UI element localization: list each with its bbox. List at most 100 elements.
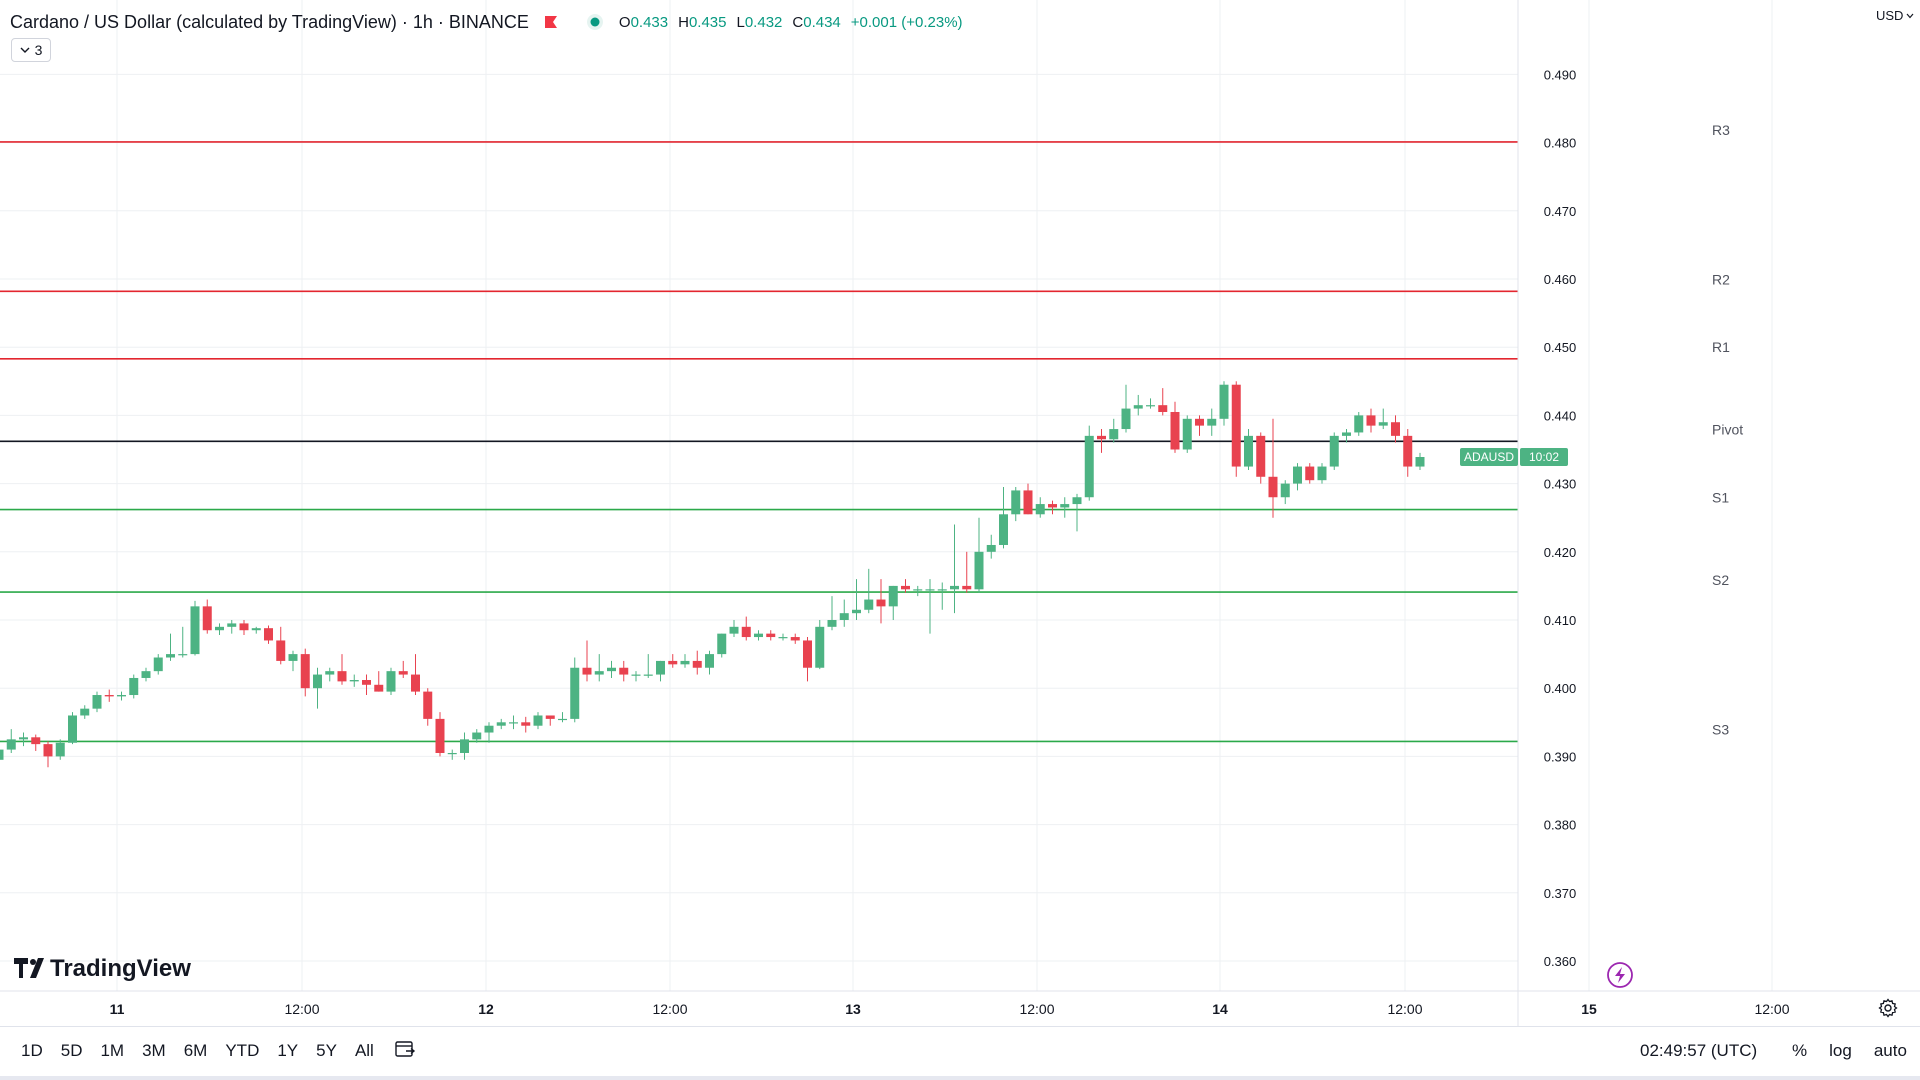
candle [1060,497,1070,518]
close-label: C [792,13,804,31]
candle [766,630,776,641]
candle-body [68,715,77,743]
auto-scale-button[interactable]: auto [1873,1041,1907,1060]
candle [1146,398,1155,409]
date-range-icon[interactable] [394,1039,416,1064]
flag-icon[interactable] [543,14,559,30]
candle-body [631,674,641,676]
candle-body [901,585,910,590]
candle-body [1035,504,1045,515]
price-tick-label: 0.480 [1544,136,1577,151]
candle [398,660,408,678]
candle-body [80,708,90,716]
range-1y-button[interactable]: 1Y [277,1041,299,1060]
candle [202,599,212,634]
candle [974,517,984,593]
candle-body [202,606,212,631]
candle [1182,415,1192,453]
candle-body [374,684,384,692]
candle [741,616,751,641]
candle-body [1158,405,1168,412]
candle [1366,408,1376,433]
range-6m-button[interactable]: 6M [183,1041,208,1060]
candle-body [888,585,898,607]
candle-body [1317,466,1327,481]
percent-scale-button[interactable]: % [1792,1041,1808,1060]
price-tick-label: 0.400 [1544,681,1577,696]
range-1m-button[interactable]: 1M [100,1041,125,1060]
currency-selector[interactable]: USD [1876,8,1914,23]
level-label-r2: R2 [1712,271,1730,287]
candle-body [92,695,102,709]
settings-gear-icon[interactable] [1878,998,1898,1023]
candle [619,660,629,682]
utc-clock[interactable]: 02:49:57 (UTC) [1640,1041,1758,1060]
pivot-levels: R3 R2 R1 Pivot S1 S2 S3 [0,122,1743,743]
price-tick-label: 0.360 [1544,954,1577,969]
level-label-s1: S1 [1712,490,1729,506]
candle-body [913,589,923,591]
tradingview-logo[interactable]: TradingView [14,955,191,982]
level-label-pivot: Pivot [1712,421,1743,437]
market-open-icon [585,12,605,32]
range-ytd-button[interactable]: YTD [225,1041,260,1060]
range-all-button[interactable]: All [354,1041,374,1060]
candle [80,705,90,719]
chart-title[interactable]: Cardano / US Dollar (calculated by Tradi… [10,11,529,32]
log-scale-button[interactable]: log [1829,1041,1852,1060]
high-value: 0.435 [688,13,727,31]
indicators-toggle-button[interactable]: 3 [11,38,51,62]
candle-body [117,695,126,697]
range-5d-button[interactable]: 5D [60,1041,83,1060]
candle-body [288,654,298,661]
candle-body [1391,422,1400,436]
candle-body [1060,504,1070,508]
candle-body [839,613,849,620]
chevron-down-icon [1906,13,1914,18]
candle [325,667,335,682]
range-3m-button[interactable]: 3M [142,1041,166,1060]
candle-body [1146,405,1155,407]
candle-body [129,677,139,696]
candle [190,600,200,656]
candle [1354,411,1364,436]
candle-body [1048,504,1057,508]
candle [337,654,347,685]
candle [778,633,788,641]
candle [754,630,763,641]
candle [643,654,653,678]
candle [460,732,469,760]
candle-body [545,715,555,719]
candle [705,650,714,675]
candle [1415,452,1425,470]
price-axis: 0.490 0.480 0.470 0.460 0.450 0.440 0.430 0.420… [1544,67,1577,969]
candle-body [239,623,249,631]
candle-body [19,737,28,740]
candle [1219,381,1229,426]
candle [999,487,1008,549]
candle [950,524,959,614]
candle-body [1366,415,1376,426]
candle [55,739,65,760]
candle-body [227,623,237,627]
candle [803,637,812,682]
candle [717,633,727,658]
price-tick-label: 0.420 [1544,545,1577,560]
scale-options: % log auto [1792,1041,1907,1061]
range-1d-button[interactable]: 1D [21,1041,43,1060]
candle [1023,483,1033,515]
candle-body [325,671,335,675]
candle-body [153,657,163,672]
currency-label: USD [1876,8,1904,23]
level-label-s2: S2 [1712,572,1729,588]
last-price-tag[interactable]: ADAUSD 10:02 [1460,448,1568,467]
candle [937,582,947,610]
candle-body [1305,466,1315,481]
lightning-icon[interactable] [1607,962,1633,988]
candle-body [1415,457,1425,467]
candle [104,689,114,702]
range-5y-button[interactable]: 5Y [316,1041,337,1060]
ohlc-values: O0.433 H0.435 L0.432 C0.434 +0.001 (+0.2… [619,14,963,31]
candle-body [1072,497,1082,505]
